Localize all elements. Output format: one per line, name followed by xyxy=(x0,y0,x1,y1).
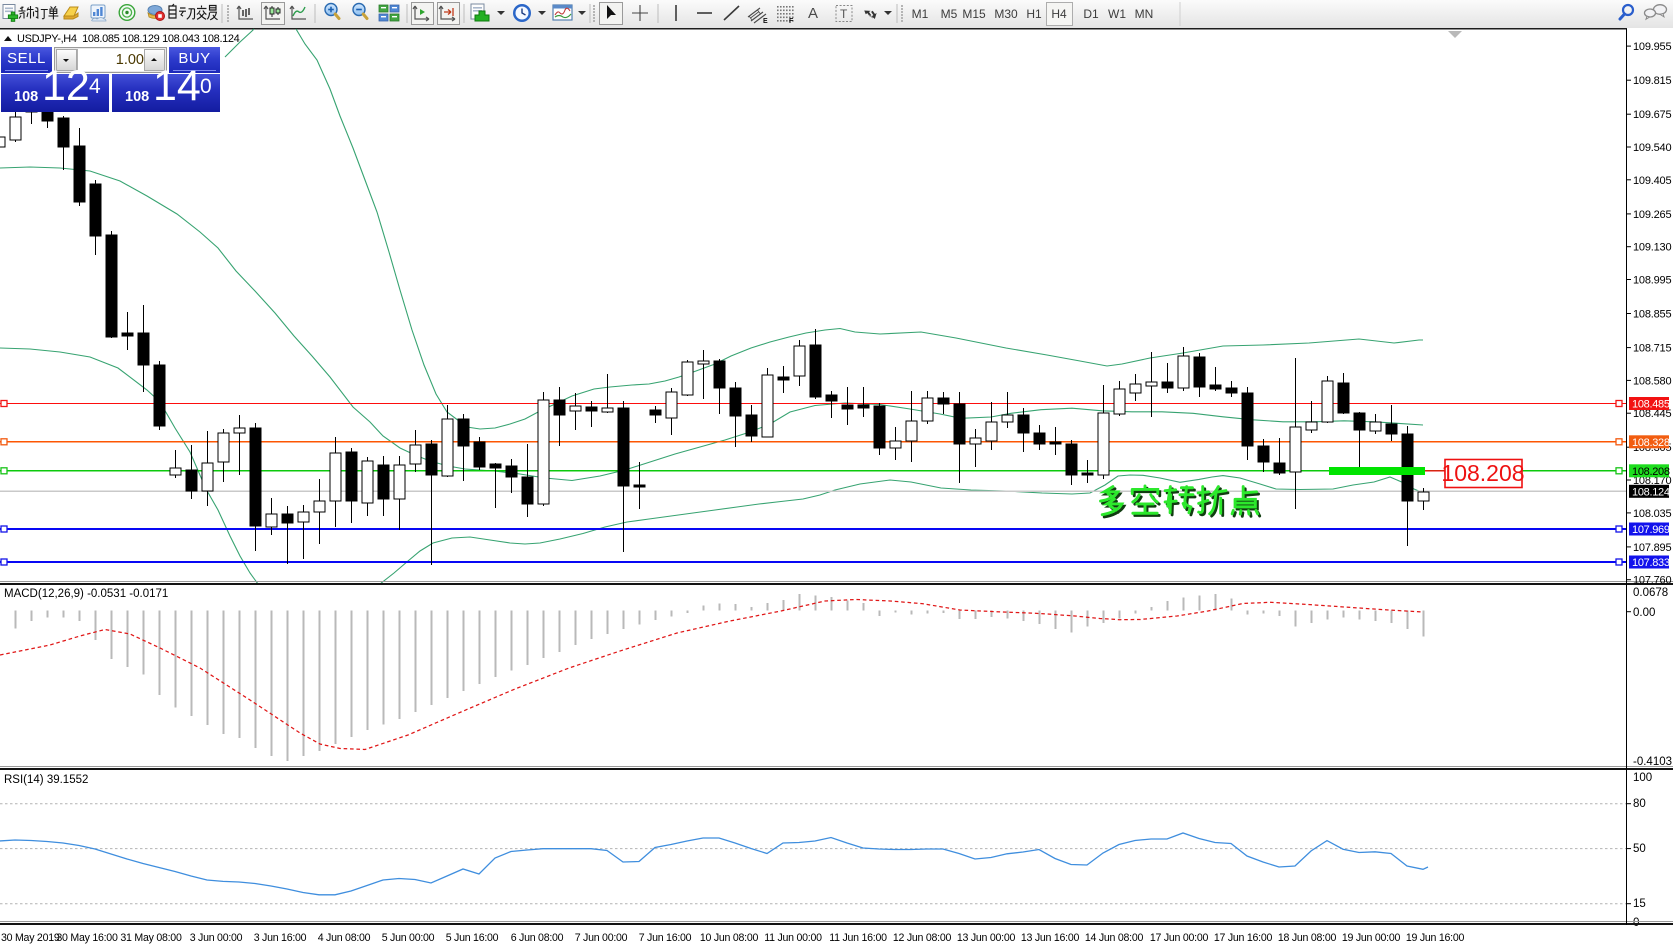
svg-text:109.130: 109.130 xyxy=(1633,242,1671,254)
svg-text:5 Jun 00:00: 5 Jun 00:00 xyxy=(382,932,435,944)
svg-text:108.124: 108.124 xyxy=(1632,486,1670,498)
svg-text:100: 100 xyxy=(1633,772,1652,784)
svg-text:11 Jun 16:00: 11 Jun 16:00 xyxy=(829,932,887,944)
svg-text:5 Jun 16:00: 5 Jun 16:00 xyxy=(446,932,499,944)
svg-text:7 Jun 00:00: 7 Jun 00:00 xyxy=(575,932,628,944)
svg-text:H4: H4 xyxy=(1051,7,1067,21)
svg-text:F: F xyxy=(789,18,794,25)
svg-text:6 Jun 08:00: 6 Jun 08:00 xyxy=(511,932,564,944)
svg-text:108.035: 108.035 xyxy=(1633,508,1671,520)
svg-text:RSI(14) 39.1552: RSI(14) 39.1552 xyxy=(4,774,88,786)
svg-text:13 Jun 16:00: 13 Jun 16:00 xyxy=(1021,932,1080,944)
svg-text:108.208: 108.208 xyxy=(1632,466,1670,478)
svg-text:MN: MN xyxy=(1135,7,1154,21)
svg-text:108.170: 108.170 xyxy=(1633,475,1671,487)
svg-text:3 Jun 16:00: 3 Jun 16:00 xyxy=(254,932,307,944)
svg-text:10 Jun 08:00: 10 Jun 08:00 xyxy=(700,932,759,944)
svg-text:30 May 2019: 30 May 2019 xyxy=(1,932,60,944)
svg-text:107.760: 107.760 xyxy=(1633,575,1671,587)
svg-text:109.675: 109.675 xyxy=(1633,109,1671,121)
svg-text:109.540: 109.540 xyxy=(1633,142,1671,154)
svg-text:11 Jun 00:00: 11 Jun 00:00 xyxy=(764,932,822,944)
svg-text:-0.4103: -0.4103 xyxy=(1633,756,1672,768)
svg-text:0.0678: 0.0678 xyxy=(1633,587,1668,599)
svg-text:M30: M30 xyxy=(994,7,1018,21)
svg-text:15: 15 xyxy=(1633,898,1646,910)
svg-text:USDJPY-,H4 108.085 108.129 10: USDJPY-,H4 108.085 108.129 108.043 108.1… xyxy=(17,33,240,45)
svg-text:M5: M5 xyxy=(941,7,958,21)
svg-text:14 Jun 08:00: 14 Jun 08:00 xyxy=(1085,932,1144,944)
svg-text:17 Jun 16:00: 17 Jun 16:00 xyxy=(1214,932,1273,944)
svg-text:108.580: 108.580 xyxy=(1633,375,1671,387)
svg-text:18 Jun 08:00: 18 Jun 08:00 xyxy=(1278,932,1337,944)
svg-text:108.855: 108.855 xyxy=(1633,309,1671,321)
svg-text:19 Jun 00:00: 19 Jun 00:00 xyxy=(1342,932,1401,944)
svg-text:108.995: 108.995 xyxy=(1633,275,1671,287)
svg-text:T: T xyxy=(840,7,848,21)
svg-text:A: A xyxy=(808,5,818,22)
svg-text:108.715: 108.715 xyxy=(1633,343,1671,355)
svg-text:50: 50 xyxy=(1633,843,1646,855)
svg-text:7 Jun 16:00: 7 Jun 16:00 xyxy=(639,932,692,944)
svg-text:M1: M1 xyxy=(912,7,929,21)
svg-text:12 Jun 08:00: 12 Jun 08:00 xyxy=(893,932,952,944)
svg-text:108.485: 108.485 xyxy=(1632,399,1670,411)
svg-text:31 May 08:00: 31 May 08:00 xyxy=(120,932,182,944)
svg-text:3 Jun 00:00: 3 Jun 00:00 xyxy=(190,932,243,944)
svg-text:80: 80 xyxy=(1633,798,1646,810)
svg-text:109.405: 109.405 xyxy=(1633,175,1671,187)
svg-text:4 Jun 08:00: 4 Jun 08:00 xyxy=(318,932,371,944)
svg-text:13 Jun 00:00: 13 Jun 00:00 xyxy=(957,932,1016,944)
svg-text:D1: D1 xyxy=(1083,7,1099,21)
svg-text:108.208: 108.208 xyxy=(1441,460,1524,486)
svg-text:108.328: 108.328 xyxy=(1632,437,1670,449)
svg-text:E: E xyxy=(763,18,768,25)
svg-text:17 Jun 00:00: 17 Jun 00:00 xyxy=(1150,932,1209,944)
svg-text:M15: M15 xyxy=(962,7,986,21)
svg-text:108.445: 108.445 xyxy=(1633,408,1671,420)
svg-text:107.895: 107.895 xyxy=(1633,542,1671,554)
svg-text:W1: W1 xyxy=(1108,7,1126,21)
svg-text:107.969: 107.969 xyxy=(1632,524,1670,536)
svg-text:30 May 16:00: 30 May 16:00 xyxy=(56,932,118,944)
svg-text:MACD(12,26,9) -0.0531 -0.0171: MACD(12,26,9) -0.0531 -0.0171 xyxy=(4,588,168,600)
svg-text:109.955: 109.955 xyxy=(1633,41,1671,53)
svg-text:0.00: 0.00 xyxy=(1633,607,1655,619)
svg-text:107.833: 107.833 xyxy=(1632,557,1670,569)
svg-text:19 Jun 16:00: 19 Jun 16:00 xyxy=(1406,932,1465,944)
svg-text:109.815: 109.815 xyxy=(1633,75,1671,87)
svg-text:109.265: 109.265 xyxy=(1633,209,1671,221)
svg-text:H1: H1 xyxy=(1026,7,1042,21)
